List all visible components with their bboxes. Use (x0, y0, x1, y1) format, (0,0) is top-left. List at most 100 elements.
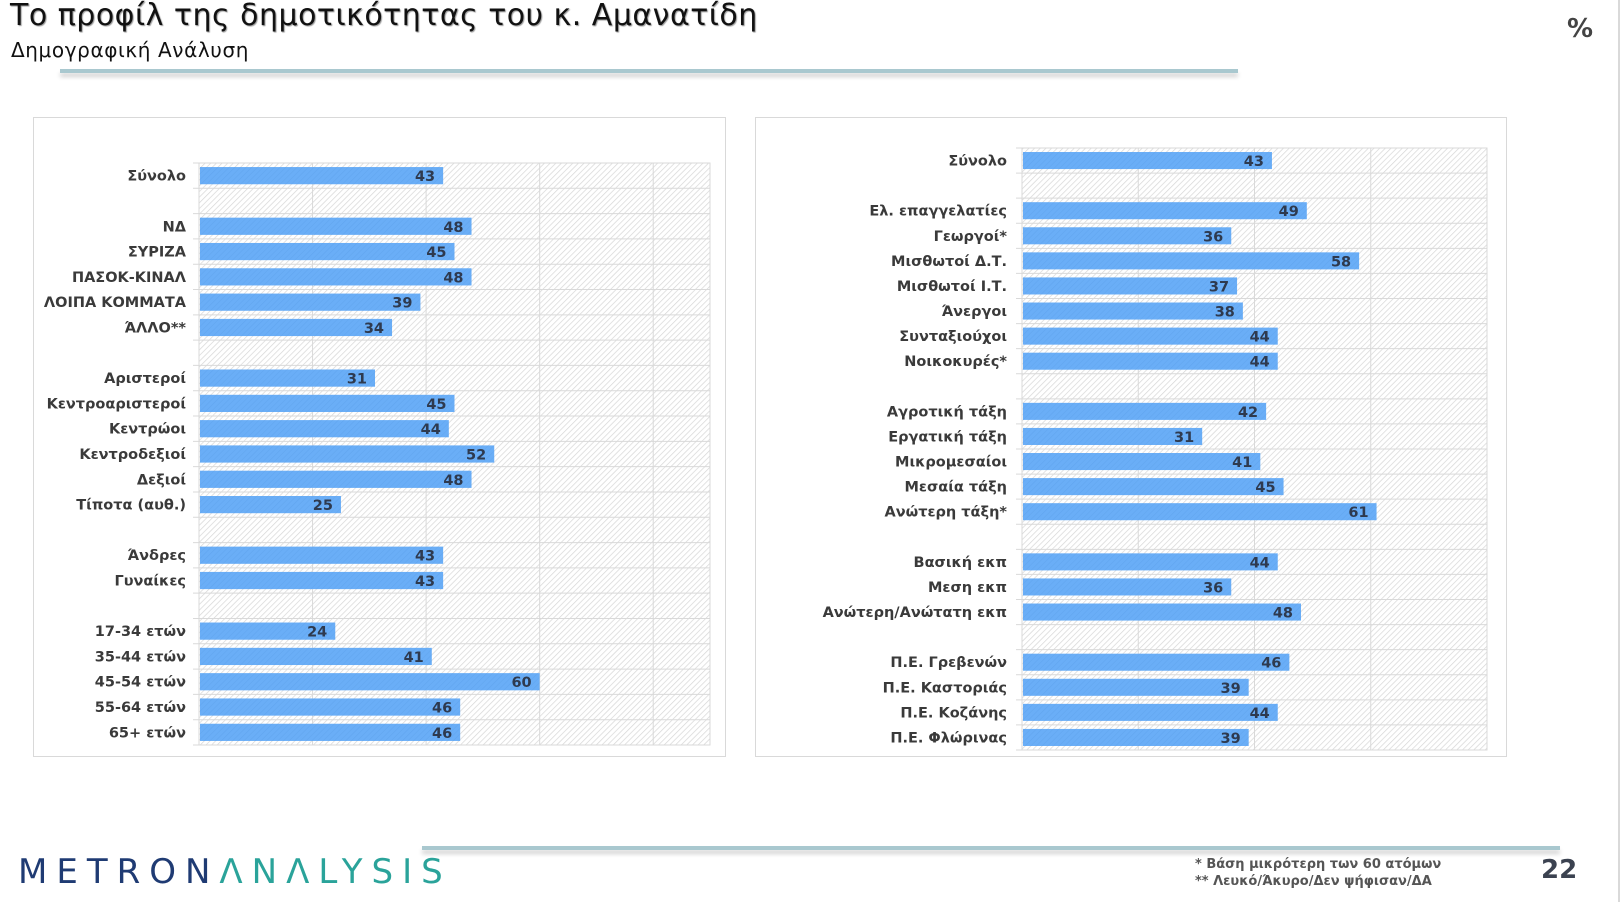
data-label: 46 (432, 701, 452, 717)
category-label: Γεωργοί* (934, 229, 1008, 245)
category-label: Π.Ε. Φλώρινας (890, 730, 1007, 746)
bar (200, 394, 455, 412)
unit-label: % (1567, 14, 1594, 44)
category-label: Μισθωτοί Δ.Τ. (891, 254, 1007, 270)
bar (200, 445, 495, 463)
data-label: 39 (392, 296, 412, 312)
category-label: Κεντροαριστεροί (47, 396, 187, 412)
bar (1023, 327, 1278, 345)
category-label: 35-44 ετών (95, 649, 186, 665)
bar (200, 496, 341, 514)
data-label: 52 (466, 448, 486, 464)
logo-text-metron: METRON (18, 852, 220, 892)
page-number: 22 (1541, 855, 1578, 885)
bar (1023, 302, 1243, 320)
category-label: Βασική εκπ (914, 555, 1007, 571)
data-label: 49 (1279, 204, 1299, 220)
data-label: 45 (426, 397, 446, 413)
data-label: 42 (1238, 405, 1258, 421)
bar (200, 698, 461, 716)
data-label: 46 (1261, 656, 1281, 672)
data-label: 43 (415, 549, 435, 565)
category-label: ΛΟΙΠΑ ΚΟΜΜΑΤΑ (44, 295, 187, 311)
page-subtitle: Δημογραφική Ανάλυση (11, 38, 250, 62)
data-label: 60 (511, 675, 531, 691)
bar (1023, 152, 1272, 170)
category-label: Μεσαία τάξη (904, 480, 1007, 496)
data-label: 43 (415, 574, 435, 590)
data-label: 34 (364, 321, 384, 337)
bar (1023, 252, 1360, 270)
category-label: Π.Ε. Κοζάνης (900, 705, 1007, 721)
category-label: Άνεργοι (942, 304, 1008, 320)
category-label: Μεση εκπ (928, 580, 1007, 596)
category-label: Αριστεροί (104, 371, 186, 387)
category-label: Νοικοκυρές* (904, 354, 1007, 370)
bar (1023, 578, 1232, 596)
data-label: 45 (1255, 480, 1275, 496)
data-label: 41 (404, 650, 424, 666)
data-label: 41 (1232, 455, 1252, 471)
chart-left: Σύνολο 43 ΝΔ 48 ΣΥΡΙΖΑ 45 ΠΑΣΟΚ-ΚΙΝΑΛ 48 ΛΟΙΠΑ Κ… (44, 162, 711, 746)
data-label: 31 (1174, 430, 1194, 446)
category-label: 65+ ετών (109, 725, 186, 741)
data-label: 48 (1273, 606, 1293, 622)
data-label: 44 (1250, 555, 1270, 571)
category-label: Άνδρες (128, 548, 186, 564)
category-label: Τίποτα (αυθ.) (76, 498, 186, 514)
bar (200, 723, 461, 741)
data-label: 44 (421, 422, 441, 438)
data-label: 45 (426, 245, 446, 261)
category-label: 55-64 ετών (95, 700, 186, 716)
data-label: 43 (1244, 154, 1264, 170)
category-label: 17-34 ετών (95, 624, 186, 640)
metron-analysis-logo: METRONΛNΛLYSIS (18, 852, 452, 892)
bar (200, 369, 376, 387)
category-label: Δεξιοί (137, 472, 186, 488)
data-label: 44 (1250, 355, 1270, 371)
footnotes: * Βάση μικρότερη των 60 ατόμων ** Λευκό/… (1195, 856, 1441, 890)
category-label: Εργατική τάξη (888, 429, 1007, 445)
data-label: 46 (432, 726, 452, 742)
bar (200, 420, 449, 438)
data-label: 37 (1209, 279, 1229, 295)
bar (200, 673, 540, 691)
category-label: ΝΔ (163, 219, 187, 235)
bar (1023, 402, 1267, 420)
data-label: 48 (443, 270, 463, 286)
bar (1023, 277, 1238, 295)
category-label: Αγροτική τάξη (887, 404, 1007, 420)
bar (200, 647, 432, 666)
footnote-blank-invalid: ** Λευκό/Άκυρο/Δεν ψήφισαν/ΔΑ (1195, 874, 1432, 889)
data-label: 38 (1215, 305, 1235, 321)
data-label: 24 (307, 625, 327, 641)
data-label: 36 (1203, 580, 1223, 596)
data-label: 44 (1250, 706, 1270, 722)
bar (200, 470, 472, 488)
bar (1023, 453, 1261, 471)
bar (200, 268, 472, 286)
footnote-small-base: * Βάση μικρότερη των 60 ατόμων (1195, 857, 1442, 872)
data-label: 61 (1348, 505, 1368, 521)
bar (200, 546, 444, 564)
category-label: Ανώτερη/Ανώτατη εκπ (823, 605, 1007, 621)
data-label: 58 (1331, 254, 1351, 270)
category-label: Κεντρώοι (109, 422, 186, 438)
footer-divider (422, 846, 1560, 850)
category-label: Σύνολο (127, 169, 186, 185)
bar (200, 571, 444, 590)
slide-edge (1618, 0, 1620, 902)
page-title: Το προφίλ της δημοτικότητας του κ. Αμανα… (10, 0, 758, 33)
data-label: 48 (443, 473, 463, 489)
logo-text-analysis: ΛNΛLYSIS (219, 852, 452, 892)
category-label: Π.Ε. Καστοριάς (883, 680, 1007, 696)
data-label: 39 (1221, 731, 1241, 747)
category-label: Κεντροδεξιοί (79, 447, 186, 463)
plot-border (198, 162, 711, 746)
category-label: Μικρομεσαίοι (895, 455, 1007, 471)
category-label: Γυναίκες (115, 574, 187, 590)
plot-border (1021, 147, 1488, 751)
bar (200, 167, 444, 185)
bar (1023, 703, 1278, 721)
